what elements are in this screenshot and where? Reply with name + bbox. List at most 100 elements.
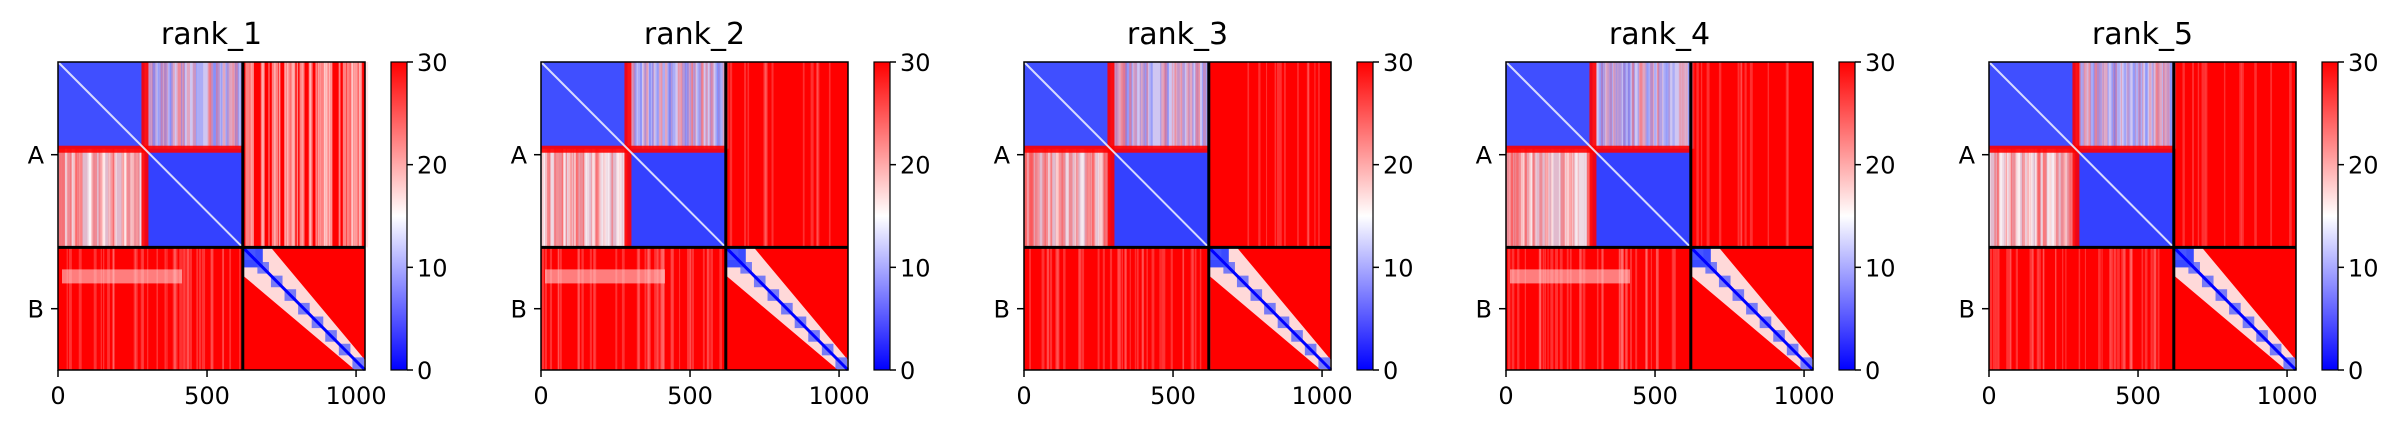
texture-stripe xyxy=(88,148,92,248)
texture-stripe xyxy=(1514,148,1518,248)
texture-stripe xyxy=(323,62,328,248)
texture-stripe xyxy=(1034,148,1037,248)
texture-stripe xyxy=(1671,247,1675,370)
texture-stripe xyxy=(2162,62,2166,149)
texture-stripe xyxy=(212,62,216,149)
texture-stripe xyxy=(1616,62,1620,149)
texture-stripe xyxy=(1196,62,1200,149)
texture-stripe xyxy=(286,62,289,248)
texture-stripe xyxy=(744,62,747,248)
texture-stripe xyxy=(2030,247,2034,370)
texture-stripe xyxy=(249,62,253,248)
texture-stripe xyxy=(2139,62,2143,149)
texture-stripe xyxy=(2005,148,2008,248)
texture-stripe xyxy=(164,62,168,149)
texture-stripe xyxy=(1049,247,1053,370)
texture-stripe xyxy=(1045,148,1048,248)
texture-stripe xyxy=(693,62,696,149)
texture-stripe xyxy=(2049,148,2052,248)
texture-stripe xyxy=(1050,148,1052,248)
texture-stripe xyxy=(318,62,321,248)
texture-stripe xyxy=(1609,62,1612,149)
texture-stripe xyxy=(2080,62,2085,149)
texture-stripe xyxy=(643,62,648,149)
texture-stripe xyxy=(1545,148,1549,248)
texture-stripe xyxy=(178,62,182,149)
texture-stripe xyxy=(1046,148,1049,248)
texture-stripe xyxy=(2182,62,2185,248)
texture-stripe xyxy=(577,247,580,370)
texture-stripe xyxy=(152,62,157,149)
diagonal-a xyxy=(540,61,727,249)
texture-stripe xyxy=(2145,62,2147,149)
texture-stripe xyxy=(159,62,164,149)
texture-stripe xyxy=(1532,148,1534,248)
texture-stripe xyxy=(716,62,720,149)
texture-stripe xyxy=(169,62,173,149)
diagonal-b xyxy=(1689,246,1815,372)
colorbar-tick-label: 0 xyxy=(900,357,915,385)
y-tick-label: A xyxy=(994,142,1011,170)
texture-stripe xyxy=(1129,62,1132,149)
texture-stripe xyxy=(604,148,608,248)
texture-stripe xyxy=(2082,62,2086,149)
y-tick-label: B xyxy=(1959,296,1975,324)
texture-stripe xyxy=(1163,247,1166,370)
texture-stripe xyxy=(1151,247,1155,370)
texture-stripe xyxy=(1164,62,1167,149)
colorbar-tick-label: 30 xyxy=(2348,49,2379,77)
texture-stripe xyxy=(699,62,703,149)
block-ab xyxy=(729,62,831,248)
texture-stripe xyxy=(183,62,185,149)
texture-stripe xyxy=(1146,62,1149,149)
texture-stripe xyxy=(561,148,564,248)
texture-stripe xyxy=(176,62,180,149)
x-tick-label: 0 xyxy=(50,382,65,410)
texture-stripe xyxy=(1545,148,1548,248)
texture-stripe xyxy=(576,148,578,248)
texture-stripe xyxy=(1568,148,1573,248)
texture-stripe xyxy=(664,62,668,149)
texture-stripe xyxy=(1622,62,1625,149)
texture-stripe xyxy=(1307,62,1310,248)
texture-stripe xyxy=(2126,62,2130,149)
y-tick-label: B xyxy=(28,296,44,324)
texture-stripe xyxy=(2042,148,2046,248)
texture-stripe xyxy=(1578,148,1582,248)
texture-stripe xyxy=(1650,62,1654,149)
texture-stripe xyxy=(1047,247,1049,370)
texture-stripe xyxy=(705,62,709,149)
texture-stripe xyxy=(1509,148,1512,248)
texture-stripe xyxy=(2041,148,2046,248)
texture-stripe xyxy=(2102,62,2104,149)
texture-stripe xyxy=(2014,148,2017,248)
colorbar-gradient xyxy=(2321,61,2339,371)
texture-stripe xyxy=(329,62,332,248)
texture-stripe xyxy=(1627,62,1632,149)
texture-stripe xyxy=(581,148,585,248)
texture-stripe xyxy=(1638,62,1642,149)
texture-stripe xyxy=(1618,247,1621,370)
texture-stripe xyxy=(177,62,180,149)
texture-stripe xyxy=(183,247,186,370)
texture-stripe xyxy=(2139,62,2141,149)
texture-stripe xyxy=(1642,62,1645,149)
diagonal-b xyxy=(241,246,367,372)
texture-stripe xyxy=(1122,62,1127,149)
texture-stripe xyxy=(1122,62,1127,149)
texture-stripe xyxy=(2037,148,2039,248)
texture-stripe xyxy=(108,148,111,248)
texture-stripe xyxy=(2150,247,2153,370)
linker-band-vertical xyxy=(2072,62,2080,248)
texture-stripe xyxy=(747,62,750,248)
texture-stripe xyxy=(1672,62,1675,149)
texture-stripe xyxy=(1117,247,1119,370)
texture-stripe xyxy=(1103,148,1106,248)
block-bb xyxy=(1207,246,1333,372)
texture-stripe xyxy=(1533,148,1536,248)
texture-stripe xyxy=(1180,62,1185,149)
texture-stripe xyxy=(600,148,604,248)
block-aa-lower-left xyxy=(58,148,145,248)
texture-stripe xyxy=(1623,62,1626,149)
texture-stripe xyxy=(2109,247,2112,370)
